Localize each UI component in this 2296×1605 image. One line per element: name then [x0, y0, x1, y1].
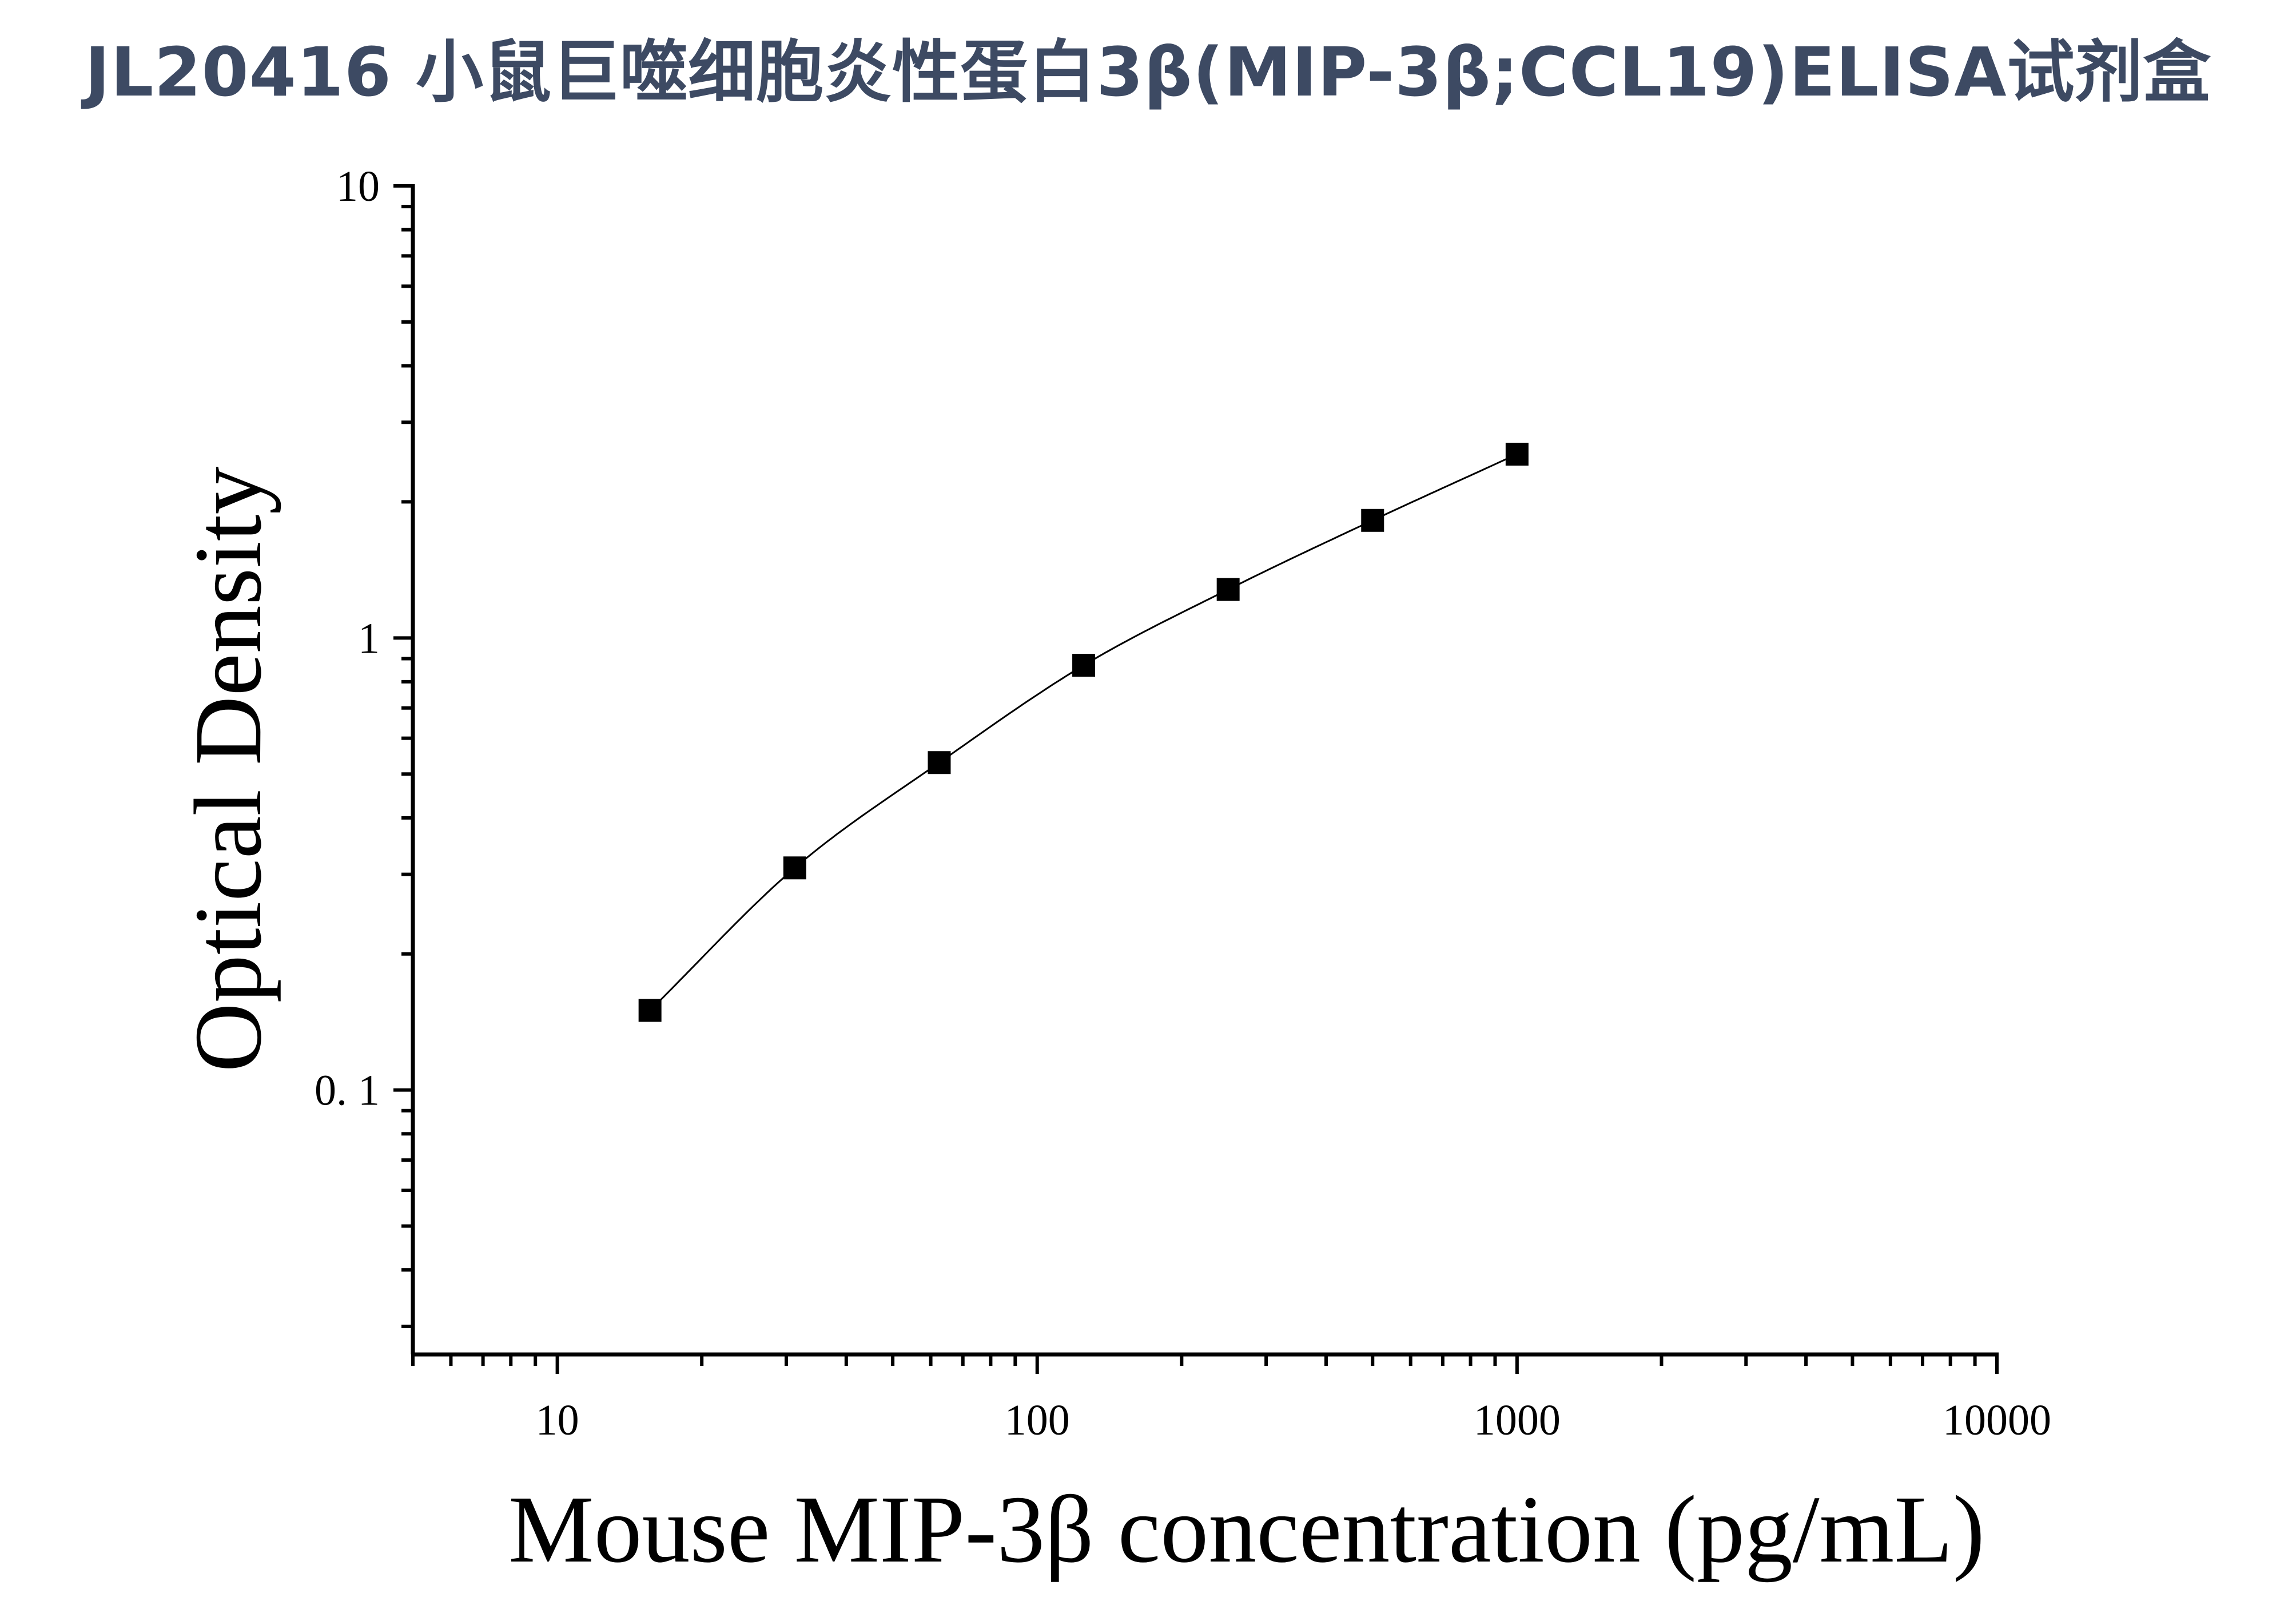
data-point [783, 856, 806, 880]
y-ticks [393, 184, 413, 1328]
data-point [1505, 443, 1529, 466]
y-tick-label: 0. 1 [315, 1067, 380, 1115]
x-tick-label: 10 [536, 1396, 579, 1444]
y-tick-label: 1 [358, 614, 380, 662]
x-ticks [411, 1354, 1999, 1374]
data-point [1072, 654, 1096, 677]
page-title: JL20416 小鼠巨噬细胞炎性蛋白3β(MIP-3β;CCL19)ELISA试… [85, 33, 2211, 112]
x-axis-title: Mouse MIP-3β concentration (pg/mL) [508, 1476, 1985, 1583]
x-tick-label: 100 [1005, 1396, 1070, 1444]
data-point [928, 751, 951, 774]
axes [411, 184, 1999, 1357]
data-point [1216, 578, 1240, 601]
y-tick-labels: 0. 1 1 10 [315, 162, 380, 1115]
y-axis-title: Optical Density [175, 466, 281, 1072]
x-tick-label: 1000 [1474, 1396, 1561, 1444]
data-point [638, 999, 662, 1022]
data-point [1361, 508, 1384, 532]
x-tick-label: 10000 [1943, 1396, 2051, 1444]
data-points [638, 443, 1529, 1022]
x-tick-labels: 10 100 1000 10000 [536, 1396, 2051, 1444]
fit-curve [649, 453, 1518, 1011]
y-tick-label: 10 [336, 162, 380, 210]
